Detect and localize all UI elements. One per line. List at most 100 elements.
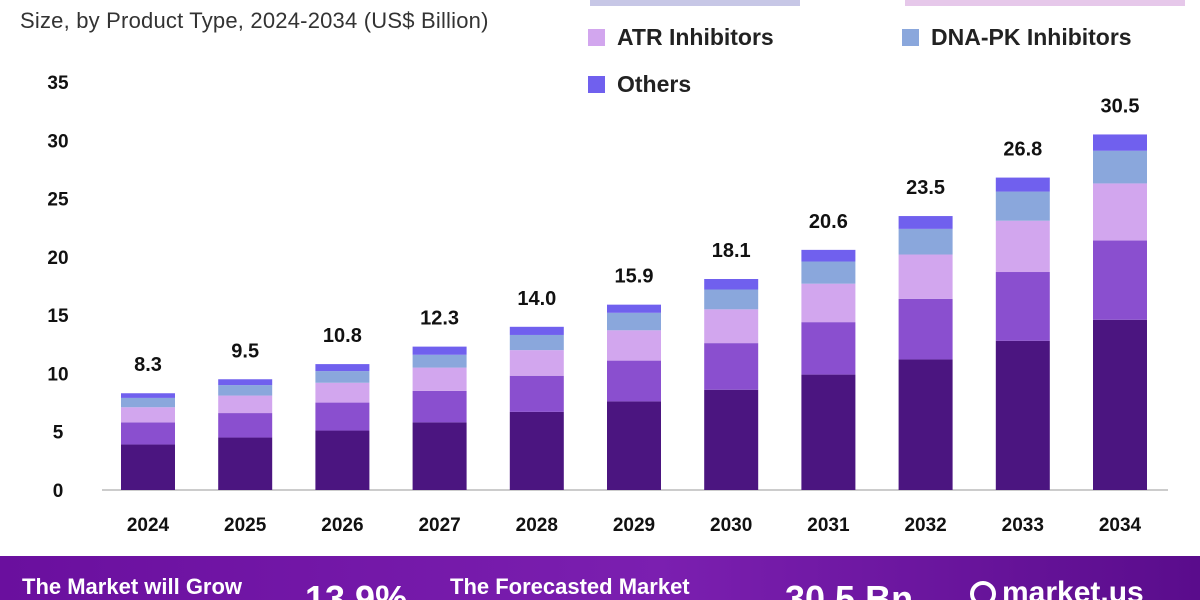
bar-total-label: 10.8: [323, 325, 362, 347]
y-tick-label: 30: [47, 131, 68, 152]
bar-segment: [509, 375, 564, 412]
bar-segment: [1093, 240, 1147, 320]
chart-title: Size, by Product Type, 2024-2034 (US$ Bi…: [20, 8, 489, 33]
bar-segment: [509, 411, 564, 490]
legend-label-atr: ATR Inhibitors: [617, 24, 774, 50]
bar-segment: [218, 379, 273, 386]
bar-segment: [898, 254, 953, 299]
bar-segment: [801, 283, 856, 323]
legend-label-dnapk: DNA-PK Inhibitors: [931, 24, 1132, 50]
legend-swatch-others: [588, 76, 605, 93]
y-tick-label: 25: [47, 190, 69, 211]
bar-segment: [1093, 150, 1147, 184]
footer-banner: The Market will Grow 13.9% The Forecaste…: [0, 556, 1200, 600]
legend-item-atr: ATR Inhibitors: [588, 24, 774, 51]
bar-total-label: 18.1: [712, 240, 751, 262]
bar-segment: [704, 289, 759, 310]
bar-segment: [801, 261, 856, 284]
legend-strip-left: [590, 0, 800, 6]
bar-segment: [995, 340, 1050, 490]
bar-segment: [801, 374, 856, 490]
bar-total-label: 9.5: [231, 340, 259, 362]
bar-segment: [412, 367, 467, 391]
brand-logo-icon: [970, 581, 996, 600]
bar-segment: [1093, 134, 1147, 151]
bar-segment: [218, 413, 273, 438]
x-tick-label: 2033: [1002, 515, 1044, 536]
footer-grow-text: The Market will Grow: [22, 574, 243, 599]
bar-segment: [995, 220, 1050, 273]
bar-segment: [607, 360, 661, 402]
x-axis-ticks: 2024 2025 2026 2027 2028 2029 2030 2031 2032 2033…: [127, 515, 1142, 536]
bar-segment: [898, 359, 953, 490]
footer-forecast-text: The Forecasted Market: [450, 574, 690, 599]
brand-name: market.us: [1002, 576, 1144, 600]
x-tick-label: 2025: [224, 515, 267, 536]
bar-total-label: 8.3: [134, 354, 162, 376]
y-tick-label: 0: [53, 481, 64, 502]
bar-segment: [995, 191, 1050, 221]
bar-total-label: 12.3: [420, 308, 459, 330]
x-tick-label: 2028: [516, 515, 558, 536]
legend-item-others: Others: [588, 71, 691, 98]
x-tick-label: 2027: [418, 515, 460, 536]
legend-label-others: Others: [617, 71, 692, 97]
bar-total-label: 26.8: [1003, 139, 1042, 161]
bar-segment: [315, 430, 370, 490]
bar-segment: [995, 177, 1050, 192]
x-tick-label: 2034: [1099, 515, 1142, 536]
bar-segment: [898, 228, 953, 255]
bar-segment: [121, 407, 175, 423]
legend-item-dnapk: DNA-PK Inhibitors: [902, 24, 1132, 51]
x-tick-label: 2030: [710, 515, 752, 536]
bar-segment: [218, 395, 273, 414]
bar-segment: [509, 334, 564, 351]
bar-segment: [704, 389, 759, 490]
bar-segment: [315, 382, 370, 403]
bar-total-label: 14.0: [517, 288, 556, 310]
bar-segment: [509, 350, 564, 376]
x-tick-label: 2029: [613, 515, 655, 536]
legend-swatch-atr: [588, 29, 605, 46]
bar-segment: [1093, 319, 1147, 490]
bar-segment: [607, 304, 661, 313]
bar-segment: [704, 343, 759, 390]
bar-total-label: 30.5: [1101, 95, 1140, 117]
footer-forecast-value: 30.5 Bn: [785, 578, 914, 600]
footer-cagr-value: 13.9%: [305, 578, 408, 600]
bars: 8.3 9.5 10.8 12.3 14.0 15.9 18.1 20.6 23.5 26.8 30…: [121, 95, 1147, 490]
x-tick-label: 2026: [321, 515, 363, 536]
y-axis-ticks: 0 5 10 15 20 25 30 35: [47, 73, 69, 502]
bar-segment: [898, 298, 953, 360]
x-tick-label: 2031: [807, 515, 850, 536]
bar-segment: [121, 397, 175, 408]
bar-segment: [315, 402, 370, 431]
y-tick-label: 15: [47, 306, 69, 327]
bar-segment: [995, 272, 1050, 341]
bar-segment: [898, 216, 953, 229]
x-tick-label: 2032: [904, 515, 946, 536]
bar-segment: [607, 312, 661, 331]
bar-segment: [801, 322, 856, 375]
footer-brand: market.us: [970, 576, 1144, 600]
bar-segment: [704, 309, 759, 344]
bar-segment: [412, 346, 467, 355]
y-tick-label: 5: [53, 423, 64, 444]
bar-total-label: 20.6: [809, 211, 848, 233]
bar-segment: [509, 326, 564, 335]
x-tick-label: 2024: [127, 515, 170, 536]
bar-segment: [607, 401, 661, 490]
y-tick-label: 10: [47, 364, 68, 385]
bar-segment: [315, 364, 370, 372]
bar-segment: [218, 437, 273, 490]
bar-segment: [704, 279, 759, 290]
bar-segment: [412, 422, 467, 490]
bar-segment: [1093, 183, 1147, 241]
bar-segment: [412, 354, 467, 368]
bar-segment: [412, 390, 467, 423]
bar-segment: [121, 422, 175, 445]
bar-segment: [218, 385, 273, 396]
bar-segment: [121, 444, 175, 490]
